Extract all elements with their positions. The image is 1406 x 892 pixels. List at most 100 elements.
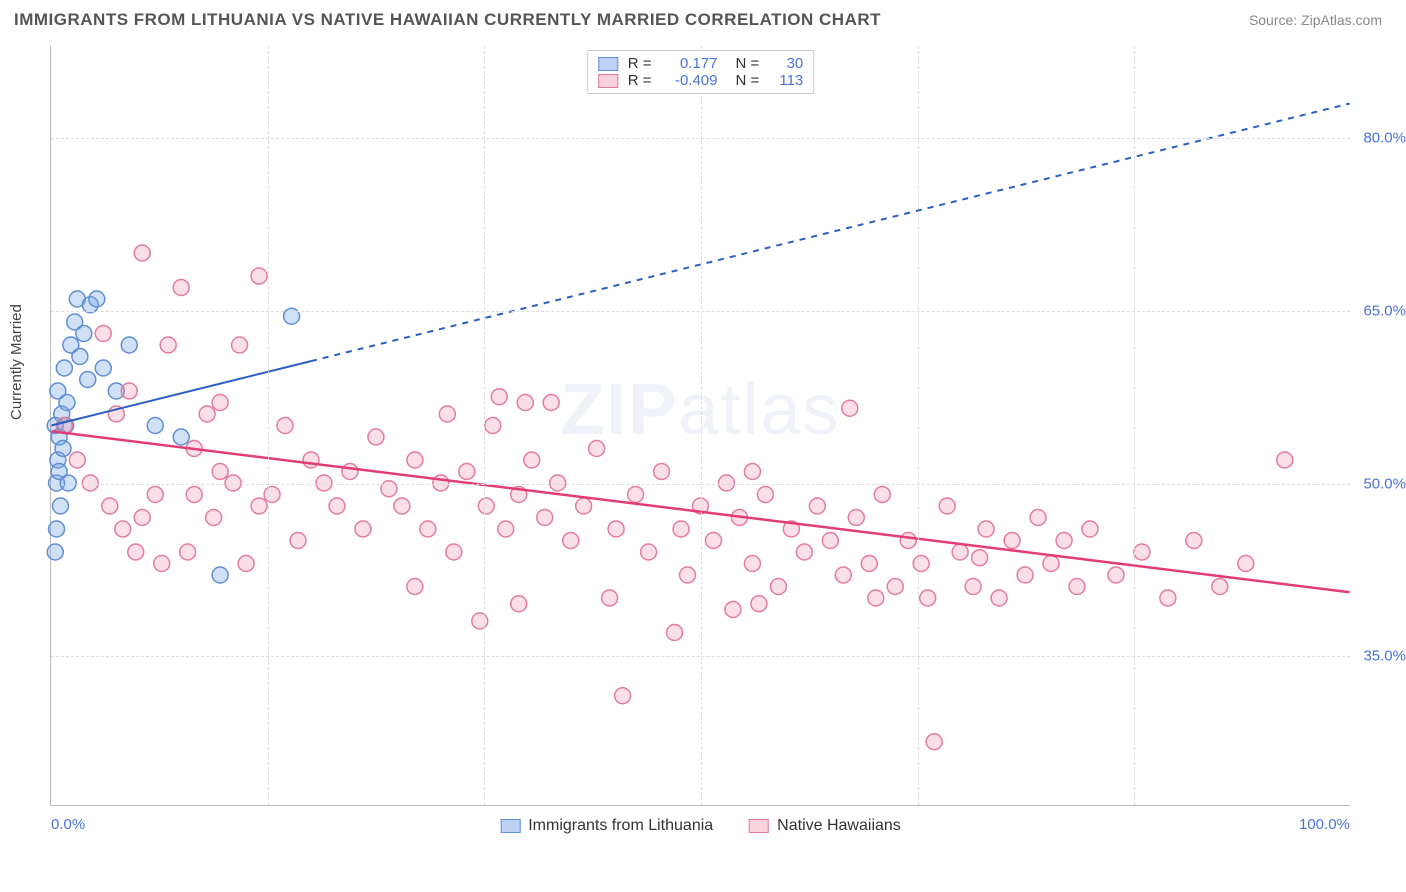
scatter-point <box>1017 567 1033 583</box>
scatter-point <box>939 498 955 514</box>
scatter-point <box>1108 567 1124 583</box>
gridline-v <box>268 46 269 805</box>
scatter-point <box>576 498 592 514</box>
scatter-point <box>264 487 280 503</box>
scatter-point <box>874 487 890 503</box>
scatter-point <box>1212 579 1228 595</box>
legend-series: Immigrants from Lithuania Native Hawaiian… <box>500 817 901 835</box>
scatter-point <box>751 596 767 612</box>
scatter-point <box>491 389 507 405</box>
scatter-point <box>835 567 851 583</box>
scatter-point <box>478 498 494 514</box>
scatter-point <box>439 406 455 422</box>
scatter-point <box>673 521 689 537</box>
scatter-point <box>1069 579 1085 595</box>
scatter-point <box>972 550 988 566</box>
scatter-point <box>641 544 657 560</box>
scatter-point <box>180 544 196 560</box>
y-tick-label: 80.0% <box>1363 130 1406 147</box>
scatter-point <box>1277 452 1293 468</box>
scatter-point <box>303 452 319 468</box>
scatter-point <box>199 406 215 422</box>
scatter-point <box>56 360 72 376</box>
scatter-point <box>608 521 624 537</box>
scatter-point <box>511 596 527 612</box>
scatter-point <box>407 452 423 468</box>
chart-source: Source: ZipAtlas.com <box>1249 12 1382 28</box>
scatter-point <box>1004 533 1020 549</box>
legend-r-label: R = <box>628 55 652 72</box>
scatter-point <box>1238 556 1254 572</box>
y-axis-label: Currently Married <box>8 304 25 420</box>
scatter-point <box>134 510 150 526</box>
scatter-point <box>868 590 884 606</box>
scatter-point <box>69 452 85 468</box>
y-tick-label: 50.0% <box>1363 475 1406 492</box>
scatter-point <box>368 429 384 445</box>
scatter-point <box>965 579 981 595</box>
scatter-point <box>861 556 877 572</box>
legend-stats-box: R =0.177N =30R =-0.409N =113 <box>587 50 815 94</box>
legend-stat-row: R =0.177N =30 <box>598 55 804 72</box>
scatter-point <box>680 567 696 583</box>
gridline-v <box>701 46 702 805</box>
scatter-point <box>770 579 786 595</box>
legend-series-label: Native Hawaiians <box>777 817 901 835</box>
scatter-point <box>498 521 514 537</box>
scatter-point <box>251 268 267 284</box>
legend-swatch <box>598 57 618 71</box>
scatter-point <box>667 625 683 641</box>
legend-series-item: Immigrants from Lithuania <box>500 817 713 835</box>
scatter-point <box>329 498 345 514</box>
scatter-point <box>232 337 248 353</box>
chart-title: IMMIGRANTS FROM LITHUANIA VS NATIVE HAWA… <box>14 10 881 30</box>
scatter-point <box>913 556 929 572</box>
scatter-point <box>394 498 410 514</box>
legend-n-label: N = <box>736 55 760 72</box>
scatter-point <box>705 533 721 549</box>
x-tick-label: 100.0% <box>1299 816 1350 833</box>
legend-swatch <box>598 74 618 88</box>
scatter-point <box>459 464 475 480</box>
scatter-point <box>128 544 144 560</box>
scatter-point <box>1186 533 1202 549</box>
scatter-point <box>342 464 358 480</box>
y-tick-label: 35.0% <box>1363 648 1406 665</box>
scatter-point <box>212 567 228 583</box>
scatter-point <box>517 395 533 411</box>
scatter-point <box>212 395 228 411</box>
scatter-point <box>725 602 741 618</box>
legend-swatch <box>749 819 769 833</box>
scatter-point <box>154 556 170 572</box>
legend-series-item: Native Hawaiians <box>749 817 901 835</box>
scatter-point <box>55 441 71 457</box>
chart-header: IMMIGRANTS FROM LITHUANIA VS NATIVE HAWA… <box>0 0 1406 36</box>
scatter-point <box>563 533 579 549</box>
scatter-point <box>277 418 293 434</box>
regression-line-dashed <box>311 104 1350 362</box>
scatter-point <box>290 533 306 549</box>
scatter-point <box>147 418 163 434</box>
scatter-point <box>1082 521 1098 537</box>
gridline-v <box>484 46 485 805</box>
scatter-point <box>80 372 96 388</box>
scatter-point <box>89 291 105 307</box>
legend-stat-row: R =-0.409N =113 <box>598 72 804 89</box>
scatter-point <box>744 464 760 480</box>
scatter-point <box>654 464 670 480</box>
scatter-point <box>842 400 858 416</box>
scatter-point <box>1056 533 1072 549</box>
scatter-point <box>102 498 118 514</box>
scatter-point <box>952 544 968 560</box>
scatter-point <box>212 464 228 480</box>
y-tick-label: 65.0% <box>1363 302 1406 319</box>
scatter-point <box>72 349 88 365</box>
scatter-point <box>926 734 942 750</box>
legend-r-label: R = <box>628 72 652 89</box>
scatter-point <box>485 418 501 434</box>
scatter-point <box>615 688 631 704</box>
scatter-point <box>186 487 202 503</box>
scatter-point <box>121 337 137 353</box>
scatter-point <box>628 487 644 503</box>
scatter-point <box>407 579 423 595</box>
